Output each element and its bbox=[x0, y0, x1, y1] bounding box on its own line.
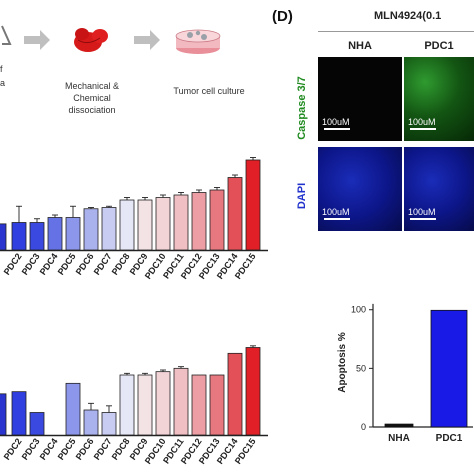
bar-pdc7 bbox=[101, 412, 117, 436]
tick-label-pdc5: PDC5 bbox=[56, 251, 78, 276]
bar-pdc8 bbox=[119, 374, 135, 436]
tick-label-pdc3: PDC3 bbox=[20, 436, 42, 461]
apoptosis-bar-chart: 0 50 100 Apoptosis % NHA PDC1 bbox=[337, 303, 473, 444]
bar-partial bbox=[0, 393, 7, 436]
tick-label-pdc4: PDC4 bbox=[38, 251, 60, 276]
x-tick-label-pdc1: PDC1 bbox=[436, 433, 463, 444]
pdc-bar-chart-1: PDC2PDC3PDC4PDC5PDC6PDC7PDC8PDC9PDC10PDC… bbox=[0, 157, 268, 281]
bar-pdc5 bbox=[65, 382, 81, 436]
panel-label-d: (D) bbox=[272, 8, 293, 25]
left-fragment-a: f bbox=[0, 64, 3, 74]
tick-label-pdc2: PDC2 bbox=[2, 251, 24, 276]
pdc-bar-chart-2: PDC2PDC3PDC4PDC5PDC6PDC7PDC8PDC9PDC10PDC… bbox=[0, 345, 268, 466]
arrow-icon bbox=[24, 30, 50, 50]
bar-pdc7 bbox=[101, 207, 117, 251]
bar-pdc9 bbox=[137, 199, 153, 251]
micrograph-pdc1-caspase: 100uM bbox=[404, 57, 474, 141]
tick-label-pdc5: PDC5 bbox=[56, 436, 78, 461]
y-tick-label: 50 bbox=[356, 363, 366, 373]
step1-line2: Chemical dissociation bbox=[68, 93, 116, 115]
workflow-step1-label: Mechanical & Chemical dissociation bbox=[52, 80, 132, 116]
workflow-step2-label: Tumor cell culture bbox=[173, 86, 245, 96]
step1-line1: Mechanical & bbox=[64, 81, 120, 91]
workflow-graphic bbox=[1, 25, 221, 54]
row-label-dapi: DAPI bbox=[288, 182, 318, 210]
left-fragment-b: a bbox=[0, 78, 6, 88]
bar-pdc4 bbox=[47, 217, 63, 251]
row-label-caspase: Caspase 3/7 bbox=[288, 76, 318, 140]
bar-pdc10 bbox=[155, 371, 171, 436]
bar-pdc1 bbox=[430, 309, 468, 428]
tick-label-pdc8: PDC8 bbox=[110, 436, 132, 461]
bar-pdc6 bbox=[83, 208, 99, 251]
bar-pdc14 bbox=[227, 177, 243, 251]
bar-pdc2 bbox=[11, 222, 27, 251]
bar-nha bbox=[384, 423, 414, 428]
bar-pdc10 bbox=[155, 197, 171, 251]
y-tick-label: 100 bbox=[351, 305, 366, 315]
bar-pdc13 bbox=[209, 374, 225, 436]
y-axis-title: Apoptosis % bbox=[337, 332, 348, 393]
micrograph-pdc1-dapi: 100uM bbox=[404, 147, 474, 231]
col-header-pdc1: PDC1 bbox=[424, 40, 454, 52]
row-label-caspase-text: Caspase 3/7 bbox=[296, 76, 308, 140]
row-label-dapi-text: DAPI bbox=[296, 182, 308, 210]
bar-pdc15 bbox=[245, 347, 261, 436]
bar-pdc12 bbox=[191, 192, 207, 251]
bar-pdc11 bbox=[173, 194, 189, 251]
micrograph-nha-caspase: 100uM bbox=[318, 57, 402, 141]
condition-title: MLN4924(0.1 bbox=[374, 10, 442, 22]
tick-label-pdc6: PDC6 bbox=[74, 251, 96, 276]
tick-label-pdc4: PDC4 bbox=[38, 436, 60, 461]
bar-pdc2 bbox=[11, 391, 27, 436]
bar-pdc6 bbox=[83, 409, 99, 436]
tick-label-pdc8: PDC8 bbox=[110, 251, 132, 276]
col-header-nha: NHA bbox=[348, 40, 372, 52]
tick-label-pdc3: PDC3 bbox=[20, 251, 42, 276]
bar-pdc14 bbox=[227, 352, 243, 436]
sample-icon bbox=[1, 25, 12, 45]
bar-pdc8 bbox=[119, 199, 135, 251]
bar-pdc9 bbox=[137, 374, 153, 436]
tick-label-pdc6: PDC6 bbox=[74, 436, 96, 461]
micrograph-nha-dapi: 100uM bbox=[318, 147, 402, 231]
y-tick-label: 0 bbox=[361, 422, 366, 432]
bar-partial bbox=[0, 223, 7, 251]
condition-underline bbox=[318, 31, 474, 32]
bar-pdc5 bbox=[65, 217, 81, 251]
bar-pdc3 bbox=[29, 412, 45, 436]
tick-label-pdc2: PDC2 bbox=[2, 436, 24, 461]
bar-pdc3 bbox=[29, 222, 45, 251]
bar-pdc15 bbox=[245, 159, 261, 251]
tissue-icon bbox=[74, 28, 108, 52]
tick-label-pdc7: PDC7 bbox=[92, 436, 114, 461]
culture-dish-icon bbox=[175, 29, 221, 54]
bar-pdc11 bbox=[173, 367, 189, 436]
tick-label-pdc7: PDC7 bbox=[92, 251, 114, 276]
bar-pdc12 bbox=[191, 374, 207, 436]
bar-pdc13 bbox=[209, 189, 225, 251]
arrow-icon bbox=[134, 30, 160, 50]
x-tick-label-nha: NHA bbox=[388, 433, 410, 444]
